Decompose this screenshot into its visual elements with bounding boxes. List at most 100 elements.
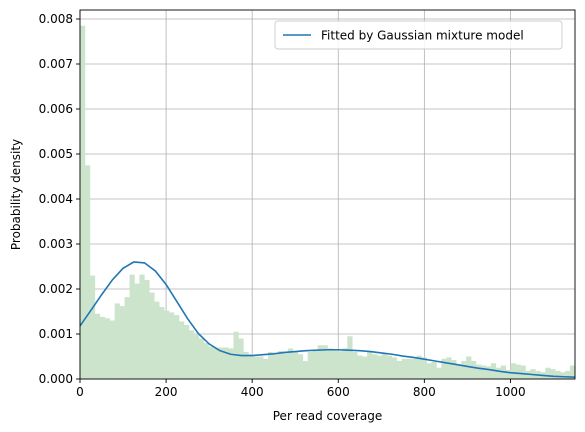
histogram-bar [461, 361, 467, 379]
histogram-bar [258, 356, 264, 379]
histogram-bar [347, 336, 353, 379]
histogram-bar [560, 372, 566, 379]
x-tick-label: 0 [76, 385, 84, 399]
histogram-bar [426, 363, 432, 379]
histogram-bar [109, 320, 115, 379]
histogram-bar [99, 316, 106, 379]
histogram-bar [362, 356, 368, 379]
histogram-bar [327, 348, 333, 379]
y-axis-label: Probability density [9, 139, 23, 250]
histogram-bar [451, 360, 457, 379]
x-axis-ticks: 0 200 400 600 800 1000 [76, 379, 526, 399]
histogram-bar [476, 364, 482, 379]
histogram-bar [322, 345, 328, 379]
histogram-bar [332, 349, 338, 379]
histogram-bar [208, 346, 214, 379]
y-tick-label: 0.003 [39, 237, 73, 251]
histogram-bar [401, 358, 407, 379]
histogram-bar [80, 25, 86, 379]
histogram-bar [282, 352, 289, 379]
histogram-bar [372, 354, 378, 379]
histogram-bar [84, 165, 91, 379]
legend-label: Fitted by Gaussian mixture model [321, 29, 524, 43]
histogram-bar [124, 297, 130, 379]
histogram-bar [485, 366, 492, 379]
legend: Fitted by Gaussian mixture model [274, 20, 563, 50]
histogram-bar [431, 361, 437, 379]
histogram-bar [570, 365, 576, 379]
histogram-bar [357, 355, 363, 379]
x-tick-label: 400 [241, 385, 264, 399]
y-tick-label: 0.007 [39, 57, 73, 71]
histogram-bar [139, 274, 145, 379]
histogram-bar [268, 352, 274, 379]
histogram-bar [297, 354, 304, 379]
histogram-bar [352, 352, 358, 379]
histogram-bar [480, 365, 487, 379]
legend-box [274, 20, 563, 50]
histogram-bar [203, 343, 209, 379]
plot-frame [79, 9, 576, 380]
y-tick-label: 0.001 [39, 327, 73, 341]
histogram-bar [367, 352, 373, 379]
histogram-bar [228, 348, 234, 379]
histogram-bar [342, 348, 348, 379]
histogram-bar [307, 352, 313, 379]
histogram-bar [179, 321, 185, 379]
histogram-bar [218, 347, 224, 379]
histogram-bar [253, 356, 259, 379]
histogram-bar [396, 361, 403, 379]
histogram-bar [317, 345, 323, 379]
histogram-bar [292, 352, 299, 379]
y-tick-label: 0.005 [39, 147, 73, 161]
histogram-bar [149, 292, 155, 379]
histogram-bar [278, 351, 284, 379]
y-tick-label: 0.002 [39, 282, 73, 296]
y-tick-label: 0.000 [39, 372, 73, 386]
histogram-bar [312, 351, 318, 379]
histogram-bar [510, 363, 516, 379]
histogram-bar [144, 280, 150, 379]
y-tick-label: 0.004 [39, 192, 73, 206]
histogram-bar [104, 318, 110, 379]
y-tick-label: 0.006 [39, 102, 73, 116]
histogram-bar [515, 364, 521, 379]
histogram-bar [520, 365, 526, 379]
histogram-bar [169, 312, 175, 379]
x-tick-label: 600 [327, 385, 350, 399]
y-axis-ticks: 0.000 0.001 0.002 0.003 0.004 0.005 0.006 0.007… [39, 12, 80, 386]
y-tick-label: 0.008 [39, 12, 73, 26]
histogram-bar [188, 330, 195, 379]
histogram-bar [213, 347, 219, 379]
histogram-bar [555, 370, 561, 379]
histogram-bar [198, 338, 205, 379]
histogram-bar [174, 315, 180, 379]
histogram-bar [114, 303, 120, 379]
histogram-bar [436, 367, 442, 379]
histogram-bar [416, 355, 422, 379]
x-tick-label: 1000 [495, 385, 526, 399]
histogram-bar [386, 355, 393, 379]
histogram-bar [495, 367, 502, 379]
histogram-bar [446, 357, 452, 379]
histogram-bar [456, 364, 462, 379]
histogram-bar [263, 358, 269, 379]
histogram-bar [154, 301, 160, 379]
histogram-bar [119, 306, 125, 379]
histogram-bar [183, 325, 190, 379]
histogram-bar [164, 310, 170, 379]
histogram-bar [223, 347, 229, 379]
histogram-bar [337, 351, 343, 379]
histogram-bar [505, 370, 511, 379]
histogram-bar [273, 354, 279, 379]
histogram-bar [406, 358, 412, 379]
histogram-bar [381, 352, 388, 379]
x-tick-label: 800 [413, 385, 436, 399]
histogram-bar [193, 334, 200, 379]
histogram-bar [287, 348, 294, 379]
histogram-bar [441, 358, 447, 379]
histogram-bar [391, 357, 398, 379]
histogram-bar [565, 370, 571, 379]
histogram-bar [490, 363, 497, 379]
histogram-bar [238, 338, 244, 379]
